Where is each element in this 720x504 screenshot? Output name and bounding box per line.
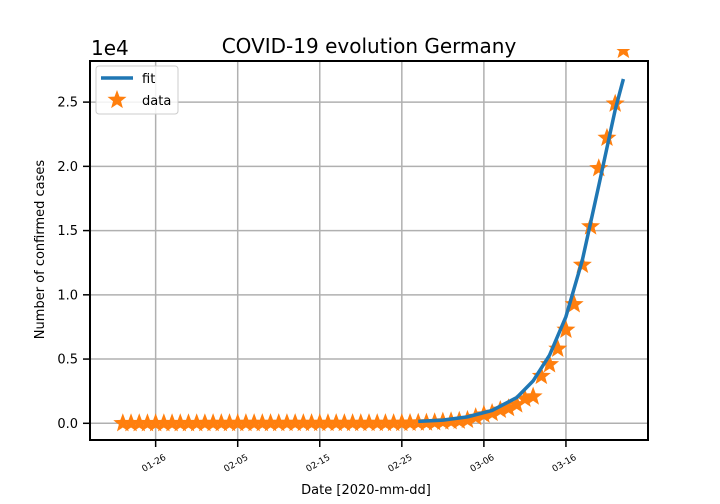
data-point xyxy=(269,413,289,432)
data-point xyxy=(449,410,469,429)
data-point xyxy=(540,354,560,373)
data-point xyxy=(302,413,322,432)
x-tick-label: 03-16 xyxy=(551,453,579,475)
data-point xyxy=(408,412,428,431)
data-point xyxy=(162,413,182,432)
y-offset-label: 1e4 xyxy=(91,36,129,60)
legend-data-swatch xyxy=(107,90,127,109)
data-point xyxy=(605,93,625,112)
data-point xyxy=(515,388,535,407)
data-point xyxy=(187,413,207,432)
data-point xyxy=(531,366,551,385)
plot-frame xyxy=(89,60,649,441)
data-point xyxy=(244,413,264,432)
data-point xyxy=(236,413,256,432)
data-point xyxy=(367,413,387,432)
data-point xyxy=(113,413,133,432)
x-axis-label: Date [2020-mm-dd] xyxy=(301,483,431,498)
data-point xyxy=(326,413,346,432)
y-tick-label: 0.5 xyxy=(57,353,78,368)
fit-line xyxy=(418,78,626,424)
data-point xyxy=(548,338,568,357)
legend-fit-label: fit xyxy=(142,72,155,87)
legend: fit data xyxy=(95,65,179,115)
y-tick-label: 1.0 xyxy=(57,288,78,303)
data-point xyxy=(375,413,395,432)
y-axis-label: Number of confirmed cases xyxy=(33,160,48,340)
data-point xyxy=(261,413,281,432)
x-tick-label: 01-26 xyxy=(140,453,168,475)
x-tick-label: 02-25 xyxy=(387,453,415,475)
data-point xyxy=(392,413,412,432)
data-point xyxy=(219,413,240,432)
data-point xyxy=(457,409,477,429)
data-point xyxy=(137,413,157,432)
data-point xyxy=(564,294,584,313)
data-point xyxy=(195,413,215,432)
data-point xyxy=(170,413,190,432)
x-tick-label: 03-06 xyxy=(469,453,497,475)
axis-ticks: 01-26 02-05 02-15 02-25 03-06 03-16 0.0 0.5 1.0 1… xyxy=(57,96,578,475)
data-point xyxy=(277,413,297,432)
data-point xyxy=(384,413,404,432)
series-layer xyxy=(113,49,631,432)
data-point xyxy=(490,399,510,419)
y-tick-label: 2.0 xyxy=(57,160,78,175)
data-point xyxy=(589,158,609,177)
y-tick-label: 1.5 xyxy=(57,224,78,239)
data-point xyxy=(154,413,174,432)
y-tick-label: 0.0 xyxy=(57,417,78,432)
data-point xyxy=(334,413,354,432)
data-point xyxy=(318,413,338,432)
data-point xyxy=(310,413,330,432)
x-tick-label: 02-05 xyxy=(223,453,251,475)
y-tick-label: 2.5 xyxy=(57,96,78,111)
data-point xyxy=(498,398,519,417)
data-point xyxy=(178,413,198,432)
data-point xyxy=(252,413,272,432)
chart-title: COVID-19 evolution Germany xyxy=(222,34,517,58)
data-point xyxy=(285,413,305,432)
data-point xyxy=(359,413,379,432)
data-point xyxy=(293,413,313,432)
data-point xyxy=(400,412,420,432)
legend-data-label: data xyxy=(142,94,171,109)
grid-lines xyxy=(90,61,648,440)
data-point xyxy=(129,413,149,432)
data-point xyxy=(343,413,363,432)
data-point xyxy=(121,413,141,432)
data-point xyxy=(597,127,617,147)
data-point xyxy=(211,413,231,432)
data-point xyxy=(228,413,248,432)
data-point xyxy=(507,394,527,413)
data-point xyxy=(351,413,371,432)
data-point xyxy=(146,413,166,432)
data-point xyxy=(616,49,631,59)
data-point xyxy=(203,413,223,432)
data-point xyxy=(523,386,543,405)
x-tick-label: 02-15 xyxy=(305,453,333,475)
data-point xyxy=(556,319,576,338)
